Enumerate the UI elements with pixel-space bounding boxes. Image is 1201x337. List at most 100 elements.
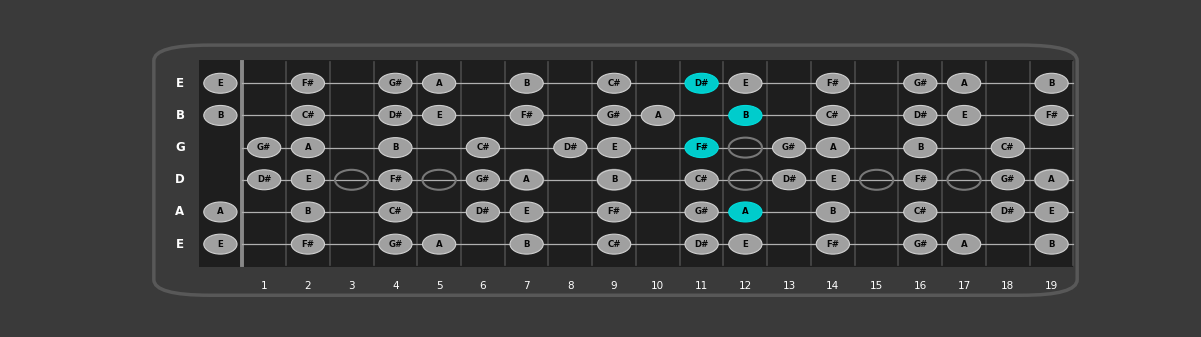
Text: G#: G# xyxy=(913,240,927,249)
Text: D: D xyxy=(175,173,185,186)
Ellipse shape xyxy=(423,234,455,254)
Ellipse shape xyxy=(641,105,675,125)
Ellipse shape xyxy=(510,202,543,222)
Ellipse shape xyxy=(685,137,718,158)
Text: E: E xyxy=(524,208,530,216)
Text: B: B xyxy=(830,208,836,216)
Text: 10: 10 xyxy=(651,281,664,290)
Text: G#: G# xyxy=(694,208,709,216)
Text: 14: 14 xyxy=(826,281,839,290)
Ellipse shape xyxy=(466,170,500,190)
Text: F#: F# xyxy=(826,240,839,249)
Ellipse shape xyxy=(292,105,324,125)
FancyBboxPatch shape xyxy=(154,45,1077,295)
Text: C#: C# xyxy=(301,111,315,120)
Text: E: E xyxy=(742,79,748,88)
Text: 3: 3 xyxy=(348,281,355,290)
Text: E: E xyxy=(305,175,311,184)
Text: A: A xyxy=(524,175,530,184)
Ellipse shape xyxy=(948,105,981,125)
Ellipse shape xyxy=(378,73,412,93)
Text: B: B xyxy=(611,175,617,184)
Text: F#: F# xyxy=(608,208,621,216)
Text: B: B xyxy=(305,208,311,216)
Text: A: A xyxy=(655,111,662,120)
Ellipse shape xyxy=(204,73,237,93)
Text: 7: 7 xyxy=(524,281,530,290)
Ellipse shape xyxy=(991,202,1024,222)
Text: F#: F# xyxy=(695,143,709,152)
Text: B: B xyxy=(524,79,530,88)
Text: 11: 11 xyxy=(695,281,709,290)
Text: A: A xyxy=(1048,175,1054,184)
Text: 9: 9 xyxy=(611,281,617,290)
Text: 5: 5 xyxy=(436,281,442,290)
Ellipse shape xyxy=(597,137,631,158)
Text: D#: D# xyxy=(563,143,578,152)
Ellipse shape xyxy=(817,202,849,222)
Text: D#: D# xyxy=(913,111,927,120)
Ellipse shape xyxy=(510,170,543,190)
Ellipse shape xyxy=(247,137,281,158)
Ellipse shape xyxy=(292,234,324,254)
Text: C#: C# xyxy=(914,208,927,216)
Text: G#: G# xyxy=(913,79,927,88)
Ellipse shape xyxy=(378,202,412,222)
Ellipse shape xyxy=(510,73,543,93)
Text: 2: 2 xyxy=(305,281,311,290)
Ellipse shape xyxy=(903,202,937,222)
Text: 18: 18 xyxy=(1002,281,1015,290)
Text: B: B xyxy=(1048,240,1054,249)
Ellipse shape xyxy=(423,73,455,93)
Ellipse shape xyxy=(1035,73,1068,93)
Text: E: E xyxy=(961,111,967,120)
Text: A: A xyxy=(830,143,836,152)
Text: A: A xyxy=(175,206,185,218)
Text: G: G xyxy=(175,141,185,154)
Text: A: A xyxy=(436,240,442,249)
Text: G#: G# xyxy=(388,240,402,249)
Text: 4: 4 xyxy=(392,281,399,290)
Text: E: E xyxy=(217,79,223,88)
Ellipse shape xyxy=(1035,234,1068,254)
Text: 13: 13 xyxy=(783,281,796,290)
FancyBboxPatch shape xyxy=(198,60,243,268)
Ellipse shape xyxy=(292,202,324,222)
Text: G#: G# xyxy=(1000,175,1015,184)
Text: F#: F# xyxy=(301,79,315,88)
Ellipse shape xyxy=(903,105,937,125)
Ellipse shape xyxy=(204,105,237,125)
Ellipse shape xyxy=(729,73,761,93)
Ellipse shape xyxy=(903,73,937,93)
Ellipse shape xyxy=(729,202,761,222)
Text: E: E xyxy=(830,175,836,184)
Ellipse shape xyxy=(817,234,849,254)
Text: E: E xyxy=(175,238,184,251)
Ellipse shape xyxy=(597,202,631,222)
Ellipse shape xyxy=(466,202,500,222)
Ellipse shape xyxy=(685,202,718,222)
Text: A: A xyxy=(305,143,311,152)
Text: 1: 1 xyxy=(261,281,268,290)
Text: G#: G# xyxy=(257,143,271,152)
Text: A: A xyxy=(961,240,967,249)
Text: B: B xyxy=(217,111,223,120)
Text: E: E xyxy=(175,77,184,90)
Text: F#: F# xyxy=(826,79,839,88)
Text: F#: F# xyxy=(914,175,927,184)
Text: B: B xyxy=(918,143,924,152)
Text: D#: D# xyxy=(1000,208,1015,216)
Ellipse shape xyxy=(466,137,500,158)
Ellipse shape xyxy=(903,234,937,254)
Text: B: B xyxy=(742,111,748,120)
Text: D#: D# xyxy=(476,208,490,216)
Ellipse shape xyxy=(1035,170,1068,190)
Text: C#: C# xyxy=(695,175,709,184)
Text: D#: D# xyxy=(694,240,709,249)
Ellipse shape xyxy=(948,234,981,254)
Text: E: E xyxy=(1048,208,1054,216)
Ellipse shape xyxy=(292,73,324,93)
Ellipse shape xyxy=(597,105,631,125)
Ellipse shape xyxy=(378,234,412,254)
Text: D#: D# xyxy=(694,79,709,88)
